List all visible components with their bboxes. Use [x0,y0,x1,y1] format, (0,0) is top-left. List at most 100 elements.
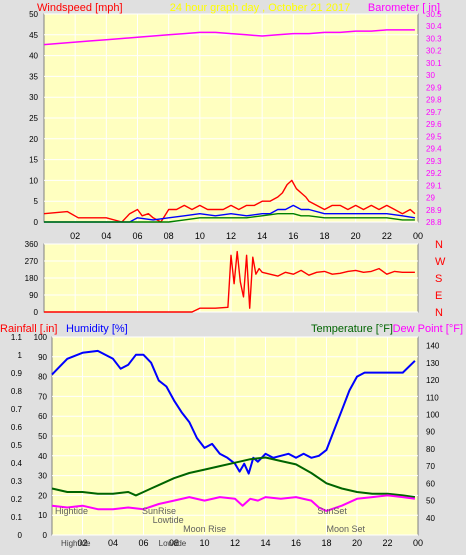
barometer-axis-title: Barometer [ in] [368,2,440,14]
rainfall-y-tick: 0.6 [11,423,23,432]
temperature-y-tick: 100 [426,410,440,419]
rainfall-y-tick: 0.8 [11,387,23,396]
x-tick-label: 16 [291,538,301,548]
x-tick-label: 20 [352,538,362,548]
barometer-y-tick: 30 [426,71,435,80]
x-tick-label: 16 [288,231,298,241]
x-tick-label: 18 [321,538,331,548]
temperature-y-tick: 110 [426,393,439,402]
barometer-y-tick: 28.8 [426,218,442,227]
rainfall-y-tick: 0.3 [11,477,23,486]
x-tick-label: 12 [230,538,240,548]
event-annotation: Moon Set [327,524,366,534]
dewpoint-line [51,494,416,512]
humidity-y-tick: 0 [43,531,48,540]
humidity-y-tick: 20 [38,491,47,500]
wind-axis-title: Windspeed [mph] [37,2,123,14]
temperature-y-tick: 130 [426,359,440,368]
temperature-y-tick: 40 [426,514,435,523]
humidity-y-tick: 70 [38,392,47,401]
x-tick-label: 00 [413,231,423,241]
rainfall-y-tick: 0.2 [11,495,23,504]
rainfall-y-tick: 0.1 [11,513,23,522]
x-tick-label: 02 [77,538,87,548]
wind-y-tick: 35 [29,72,38,81]
temperature-y-tick: 60 [426,479,435,488]
humidity-line [51,349,416,475]
x-tick-label: 10 [195,231,205,241]
wind-line [44,204,416,223]
wind-y-tick: 45 [29,31,38,40]
event-marker-label: Lowtide [159,539,187,548]
rainfall-axis-title: Rainfall [.in] [0,323,57,335]
rainfall-y-tick: 1 [18,351,23,360]
barometer-y-tick: 29.5 [426,132,442,141]
dewpoint-axis-title: Dew Point [°F] [393,323,463,335]
humidity-y-tick: 10 [38,511,47,520]
humidity-y-tick: 80 [38,373,47,382]
temp-humidity-panel: 0 0.1 0.2 0.3 0.4 0.5 0.6 0.7 0.8 0.9 1 1.1 0 10 20 30… [11,333,440,548]
event-annotation: SunRise [142,506,176,516]
x-tick-label: 08 [169,538,179,548]
x-tick-label: 22 [382,231,392,241]
temperature-y-tick: 70 [426,462,435,471]
barometer-y-tick: 29 [426,194,435,203]
event-annotation: Hightide [55,506,88,516]
barometer-y-tick: 29.1 [426,181,442,190]
temperature-y-tick: 140 [426,342,440,351]
temperature-y-tick: 90 [426,428,435,437]
wind-y-tick: 15 [29,156,38,165]
x-tick-label: 18 [319,231,329,241]
compass-label: W [435,256,446,268]
x-tick-label: 08 [164,231,174,241]
event-annotation: Moon Rise [183,524,226,534]
rainfall-y-tick: 0.5 [11,441,23,450]
x-tick-label: 02 [70,231,80,241]
wind-y-tick: 5 [34,197,39,206]
wind-y-tick: 25 [29,114,38,123]
barometer-y-tick: 29.4 [426,145,442,154]
barometer-y-tick: 29.3 [426,157,442,166]
event-annotation: Lowtide [153,515,184,525]
wind_avg-line [44,212,415,223]
humidity-y-tick: 50 [38,432,47,441]
barometer-line [43,29,415,46]
x-tick-label: 20 [351,231,361,241]
wind-y-tick: 40 [29,52,38,61]
humidity-y-tick: 60 [38,412,47,421]
x-tick-label: 04 [108,538,118,548]
gust-line [43,179,416,223]
compass-label: E [435,290,442,302]
humidity-y-tick: 100 [34,333,48,342]
humidity-y-tick: 30 [38,472,47,481]
humidity-y-tick: 90 [38,353,47,362]
barometer-y-tick: 29.7 [426,108,442,117]
x-tick-label: 14 [260,538,270,548]
temperature-line [51,456,416,499]
direction-y-tick: 0 [34,308,39,317]
x-tick-label: 14 [257,231,267,241]
barometer-y-tick: 29.2 [426,169,442,178]
x-tick-label: 00 [413,538,423,548]
humidity-axis-title: Humidity [%] [66,323,128,335]
x-tick-label: 04 [101,231,111,241]
x-tick-label: 06 [138,538,148,548]
barometer-y-tick: 29.9 [426,83,442,92]
rainfall-y-tick: 0.9 [11,369,23,378]
temperature-y-tick: 80 [426,445,435,454]
barometer-y-tick: 30.3 [426,34,442,43]
compass-label: S [435,273,442,285]
direction-y-tick: 180 [25,274,39,283]
rainfall-y-tick: 1.1 [11,333,23,342]
humidity-y-tick: 40 [38,452,47,461]
direction-y-tick: 360 [25,240,39,249]
x-tick-label: 12 [226,231,236,241]
barometer-y-tick: 30.1 [426,59,442,68]
direction-line [44,250,415,313]
rainfall-y-tick: 0.4 [11,459,23,468]
barometer-y-tick: 30.4 [426,22,442,31]
wind-y-tick: 30 [29,93,38,102]
x-tick-label: 06 [132,231,142,241]
